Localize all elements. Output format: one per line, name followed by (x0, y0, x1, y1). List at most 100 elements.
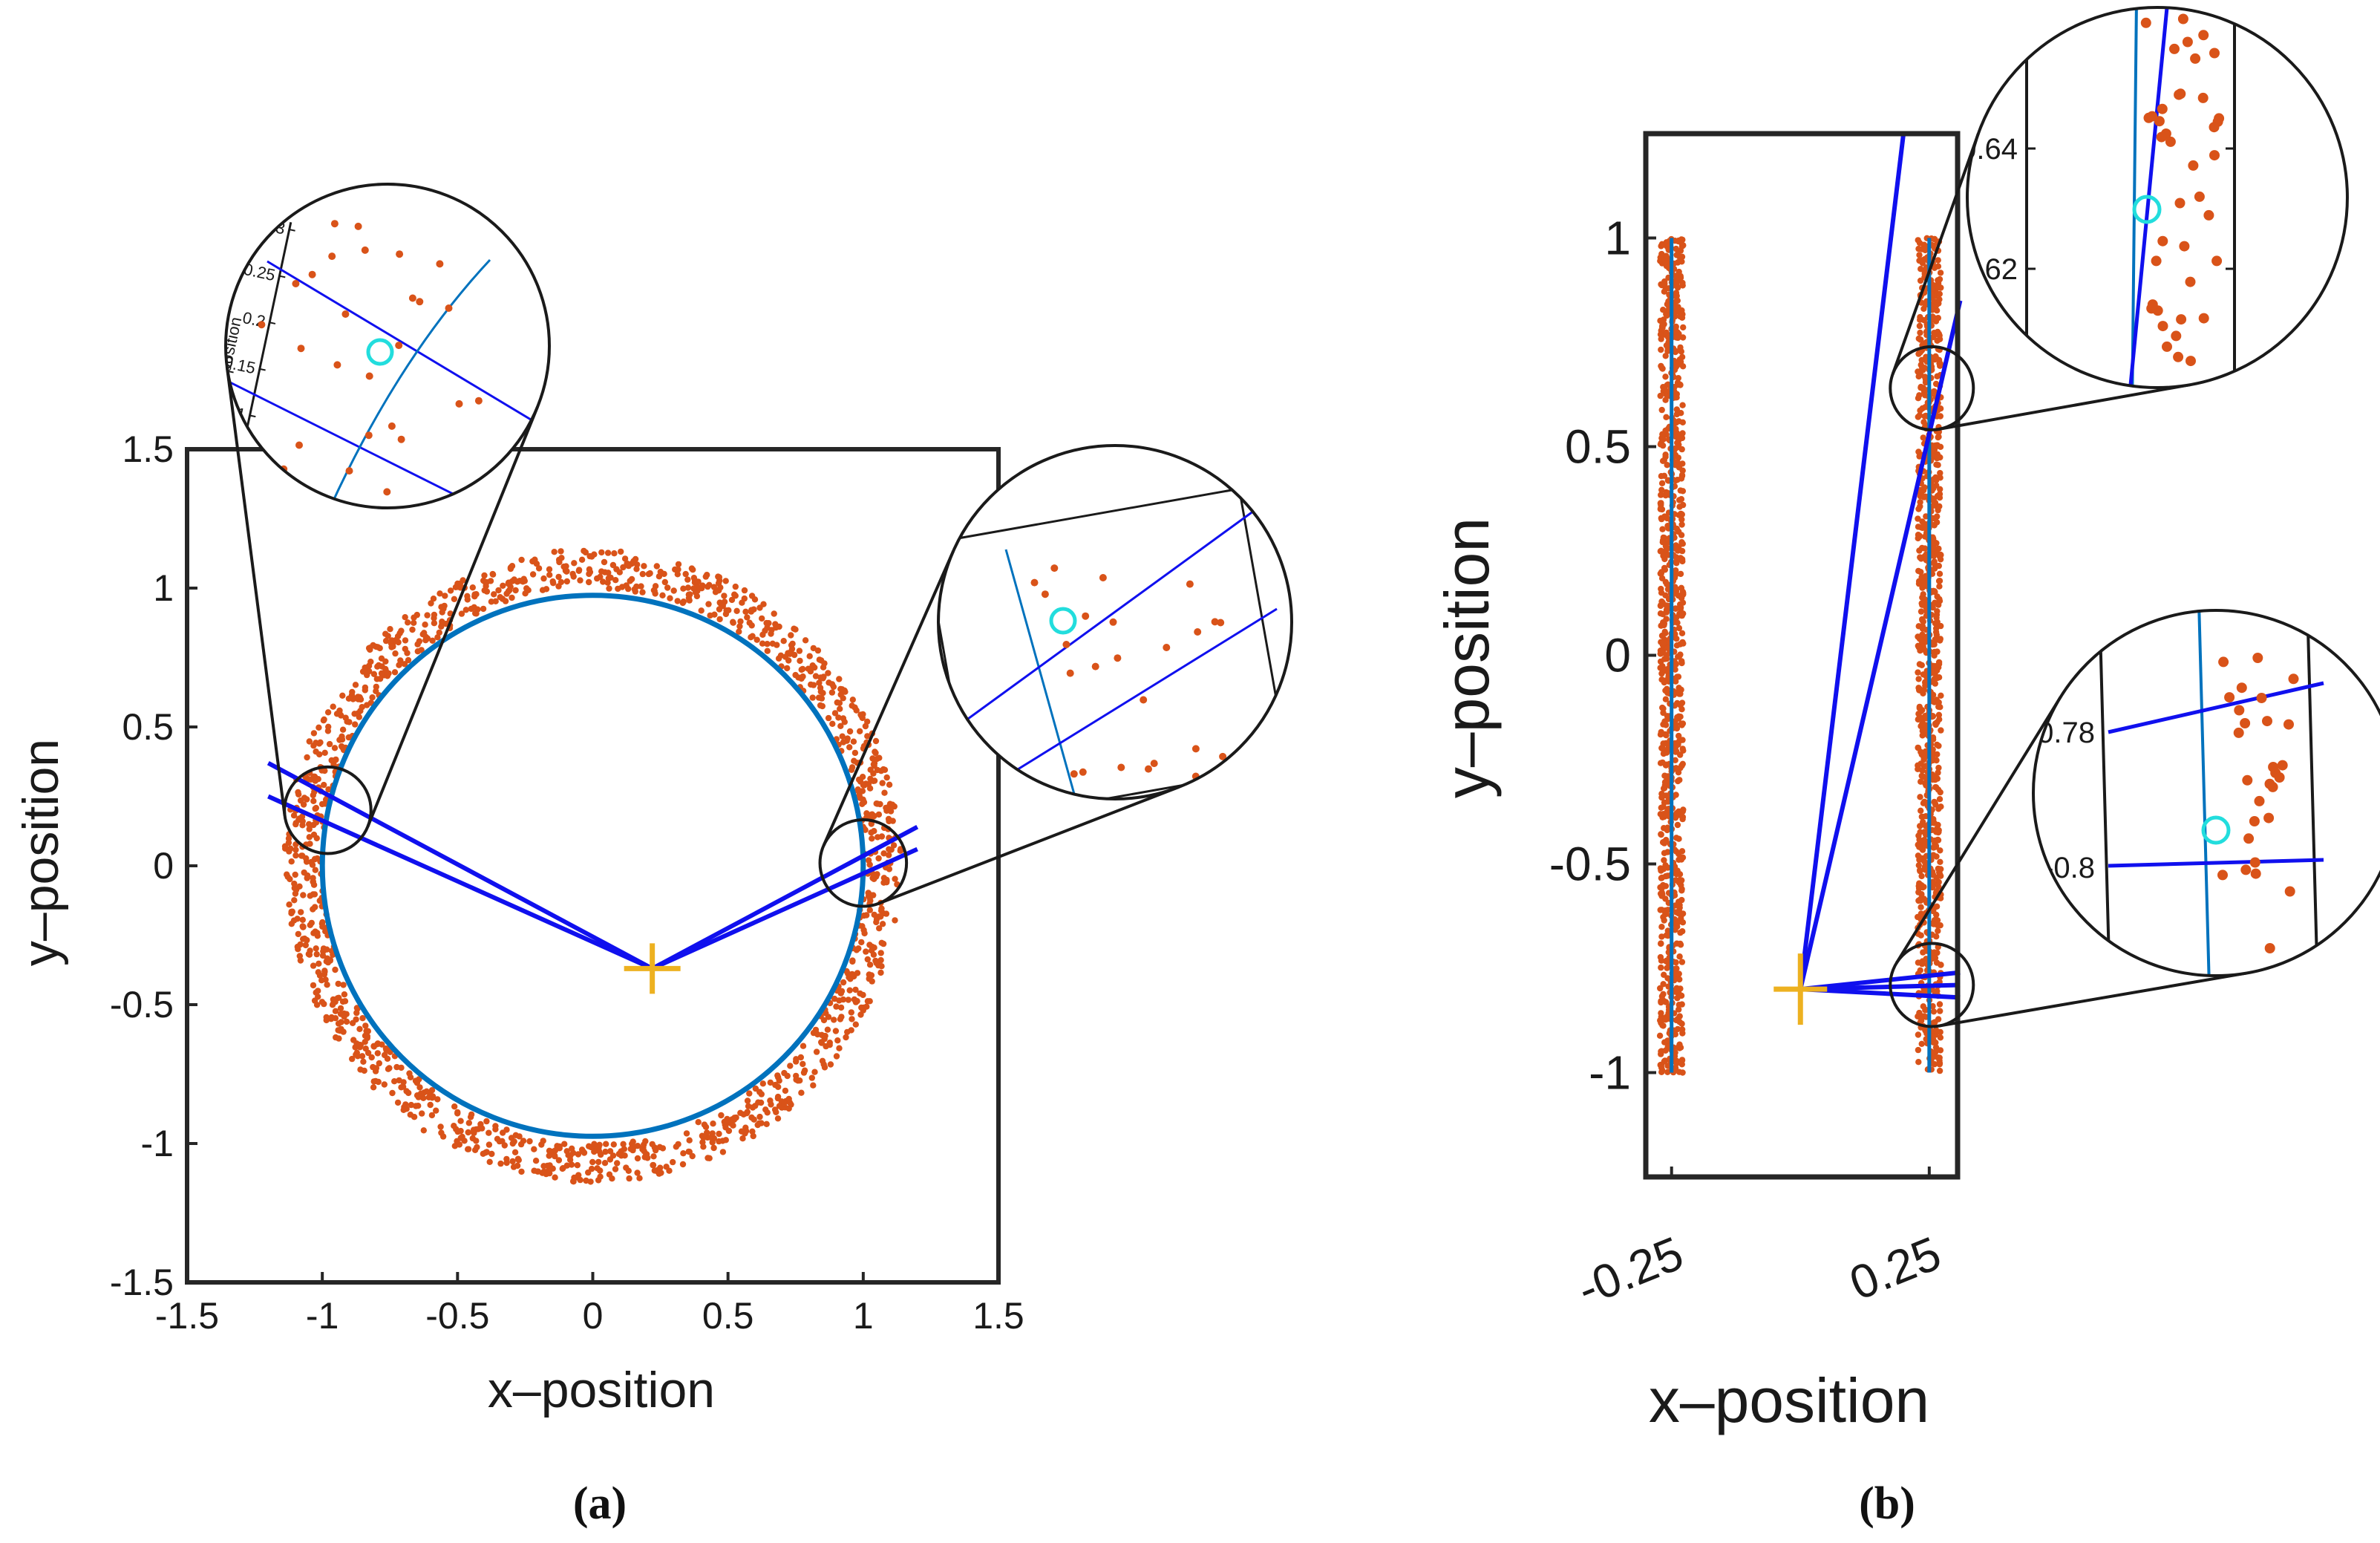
a-x-ticks: -1.5 -1 -0.5 0 0.5 1 1.5 (155, 1272, 1024, 1337)
scatter-point (407, 1112, 413, 1118)
inset2-point (2263, 812, 2275, 823)
scatter-point (1662, 1017, 1669, 1023)
scatter-point (1916, 856, 1923, 864)
scatter-point (721, 1118, 728, 1126)
scatter-point (675, 561, 682, 568)
scatter-point (1918, 714, 1924, 721)
scatter-point (559, 1165, 566, 1172)
scatter-point (294, 943, 301, 950)
scatter-point (633, 583, 640, 590)
scatter-point (1915, 515, 1921, 522)
scatter-point (1661, 779, 1669, 786)
scatter-point (1918, 356, 1925, 364)
scatter-point (1915, 644, 1923, 650)
scatter-point (437, 590, 443, 597)
scatter-point (552, 1174, 558, 1181)
scatter-point (1662, 373, 1669, 380)
scatter-point (1678, 1061, 1685, 1068)
inset2-point (1109, 618, 1117, 626)
scatter-point (433, 1107, 439, 1114)
scatter-point (867, 766, 874, 773)
a-inset-right (937, 444, 1293, 800)
scatter-point (874, 766, 881, 774)
scatter-point (686, 1137, 693, 1144)
scatter-point (1657, 1017, 1664, 1024)
scatter-point (1918, 363, 1926, 371)
scatter-point (1658, 831, 1664, 838)
scatter-point (299, 916, 306, 924)
scatter-point (869, 835, 875, 842)
scatter-point (382, 637, 390, 645)
scatter-point (857, 728, 863, 734)
scatter-point (787, 1063, 794, 1069)
scatter-point (330, 703, 336, 710)
scatter-point (1932, 800, 1938, 807)
scatter-point (379, 1041, 385, 1048)
scatter-point (837, 685, 844, 693)
scatter-point (1922, 301, 1929, 308)
scatter-point (1678, 511, 1685, 518)
scatter-point (712, 589, 719, 596)
scatter-point (588, 1165, 595, 1172)
scatter-point (1936, 1067, 1943, 1074)
scatter-point (645, 570, 653, 578)
inset-ray (2125, 7, 2170, 388)
inset2-point (2252, 653, 2263, 663)
scatter-point (428, 1112, 436, 1119)
ray (267, 760, 654, 971)
inset-point (416, 298, 424, 306)
scatter-point (1658, 964, 1664, 971)
scatter-point (1932, 1048, 1939, 1055)
scatter-point (1921, 866, 1928, 872)
scatter-point (1934, 667, 1941, 674)
b-y-ticks: -1 -0.5 0 0.5 1 (1549, 212, 1656, 1100)
scatter-point (1915, 676, 1922, 682)
scatter-point (1679, 815, 1686, 823)
scatter-point (721, 593, 728, 599)
scatter-point (491, 591, 497, 598)
scatter-point (398, 627, 405, 634)
scatter-point (483, 1118, 490, 1125)
scatter-point (1658, 1051, 1664, 1057)
scatter-point (389, 1089, 396, 1097)
inset2-boundary (1004, 549, 1078, 799)
scatter-point (309, 861, 316, 868)
scatter-point (600, 578, 607, 585)
scatter-point (784, 665, 791, 672)
inset2-point (1114, 654, 1122, 662)
scatter-point (1937, 469, 1943, 477)
scatter-point (759, 631, 766, 638)
scatter-point (1660, 307, 1667, 313)
y-tick-label: 1.5 (122, 428, 174, 470)
inset2-wall-left (2098, 610, 2111, 976)
inset2-ray (2108, 681, 2324, 734)
scatter-point (1678, 1026, 1686, 1033)
scatter-point (1937, 922, 1943, 929)
scatter-point (711, 611, 718, 618)
scatter-point (1917, 967, 1923, 974)
inset2-point (1194, 628, 1202, 636)
inset-point (292, 280, 300, 287)
scatter-point (1937, 858, 1943, 866)
scatter-point (1673, 1060, 1680, 1067)
scatter-point (331, 745, 339, 751)
inset-point (297, 345, 305, 353)
scatter-point (1915, 1046, 1922, 1054)
inset-point (341, 310, 350, 318)
scatter-point (494, 1135, 501, 1143)
scatter-point (1664, 489, 1671, 497)
scatter-point (863, 912, 870, 919)
x-tick-label: -1 (306, 1295, 339, 1337)
scatter-point (458, 610, 465, 617)
inset-y-tick (279, 275, 286, 278)
scatter-point (299, 923, 306, 930)
scatter-point (469, 584, 476, 591)
inset-point (2174, 89, 2185, 100)
scatter-point (292, 852, 299, 859)
scatter-point (810, 645, 817, 652)
scatter-point (306, 738, 313, 745)
scatter-point (518, 556, 525, 564)
scatter-point (353, 1009, 360, 1017)
scatter-point (570, 1178, 577, 1185)
inset-point (436, 260, 444, 268)
